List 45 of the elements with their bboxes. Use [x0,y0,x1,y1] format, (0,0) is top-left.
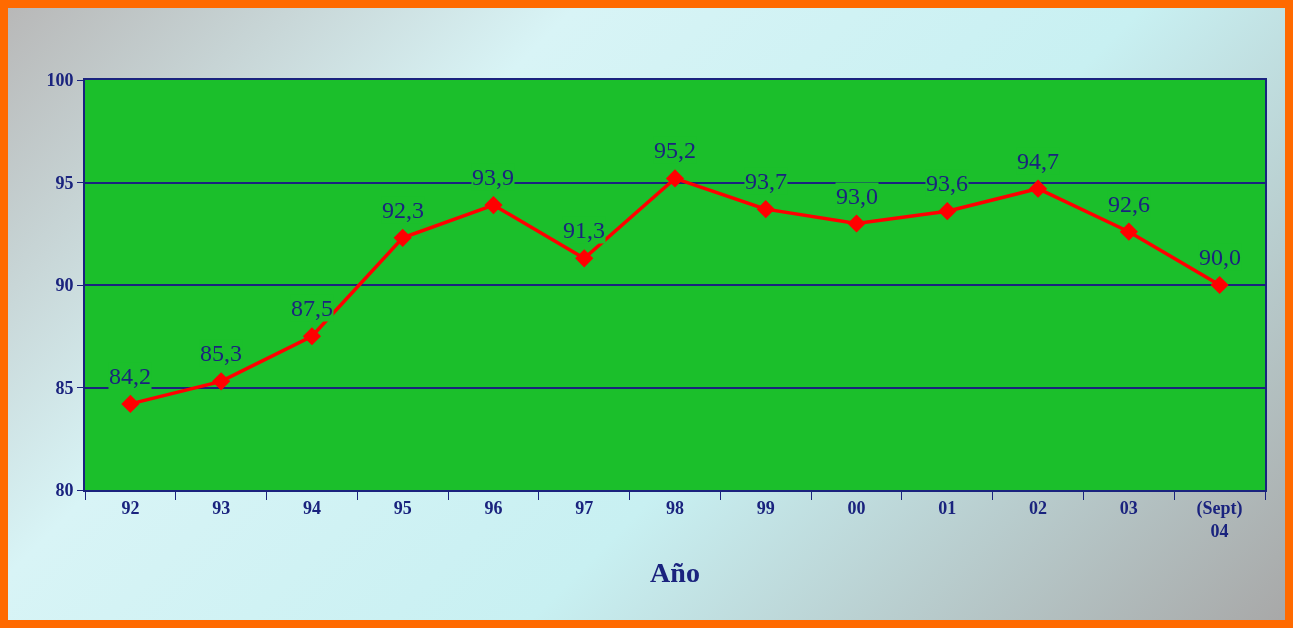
x-tick-label: 92 [121,497,140,518]
x-tick-label: 03 [1119,497,1138,518]
y-tick-label: 95 [55,172,74,193]
point [393,228,412,247]
point [938,202,957,221]
point [1119,222,1138,241]
data-label: 93,7 [745,168,787,194]
x-axis-title: Año [650,556,700,588]
y-tick-label: 100 [46,70,74,91]
point [484,195,503,215]
data-label: 93,0 [836,183,878,209]
point [121,394,140,413]
point [847,214,866,233]
x-tick-label: 95 [393,497,412,518]
data-label: 84,2 [109,363,151,389]
x-tick-label: 96 [484,497,503,518]
data-label: 93,9 [472,164,514,190]
data-label: 85,3 [200,340,242,366]
x-tick-label: 98 [666,497,684,518]
data-label: 91,3 [563,217,605,243]
x-tick-label: 00 [847,497,866,518]
data-label: 94,7 [1017,148,1059,174]
data-label: 95,2 [654,137,696,163]
point [302,327,322,346]
data-label: 87,5 [291,295,333,321]
point [575,249,594,268]
x-tick-label: (Sept) 04 [1196,497,1243,541]
x-tick-label: 01 [938,497,957,518]
point [212,372,231,391]
point [665,169,685,188]
data-label: 93,6 [926,170,968,196]
data-label: 92,6 [1108,191,1150,217]
y-tick-label: 85 [55,377,74,398]
y-tick-label: 80 [55,480,74,501]
data-label: 92,3 [382,197,424,223]
point [1210,275,1229,295]
point [756,200,775,219]
x-tick-label: 97 [575,497,594,518]
y-tick-label: 90 [55,275,74,296]
x-tick-label: 93 [212,497,231,518]
x-tick-label: 02 [1029,497,1048,518]
point [1028,179,1048,198]
x-tick-label: 99 [756,497,775,518]
x-tick-label: 94 [302,497,321,518]
data-label: 90,0 [1199,244,1241,270]
